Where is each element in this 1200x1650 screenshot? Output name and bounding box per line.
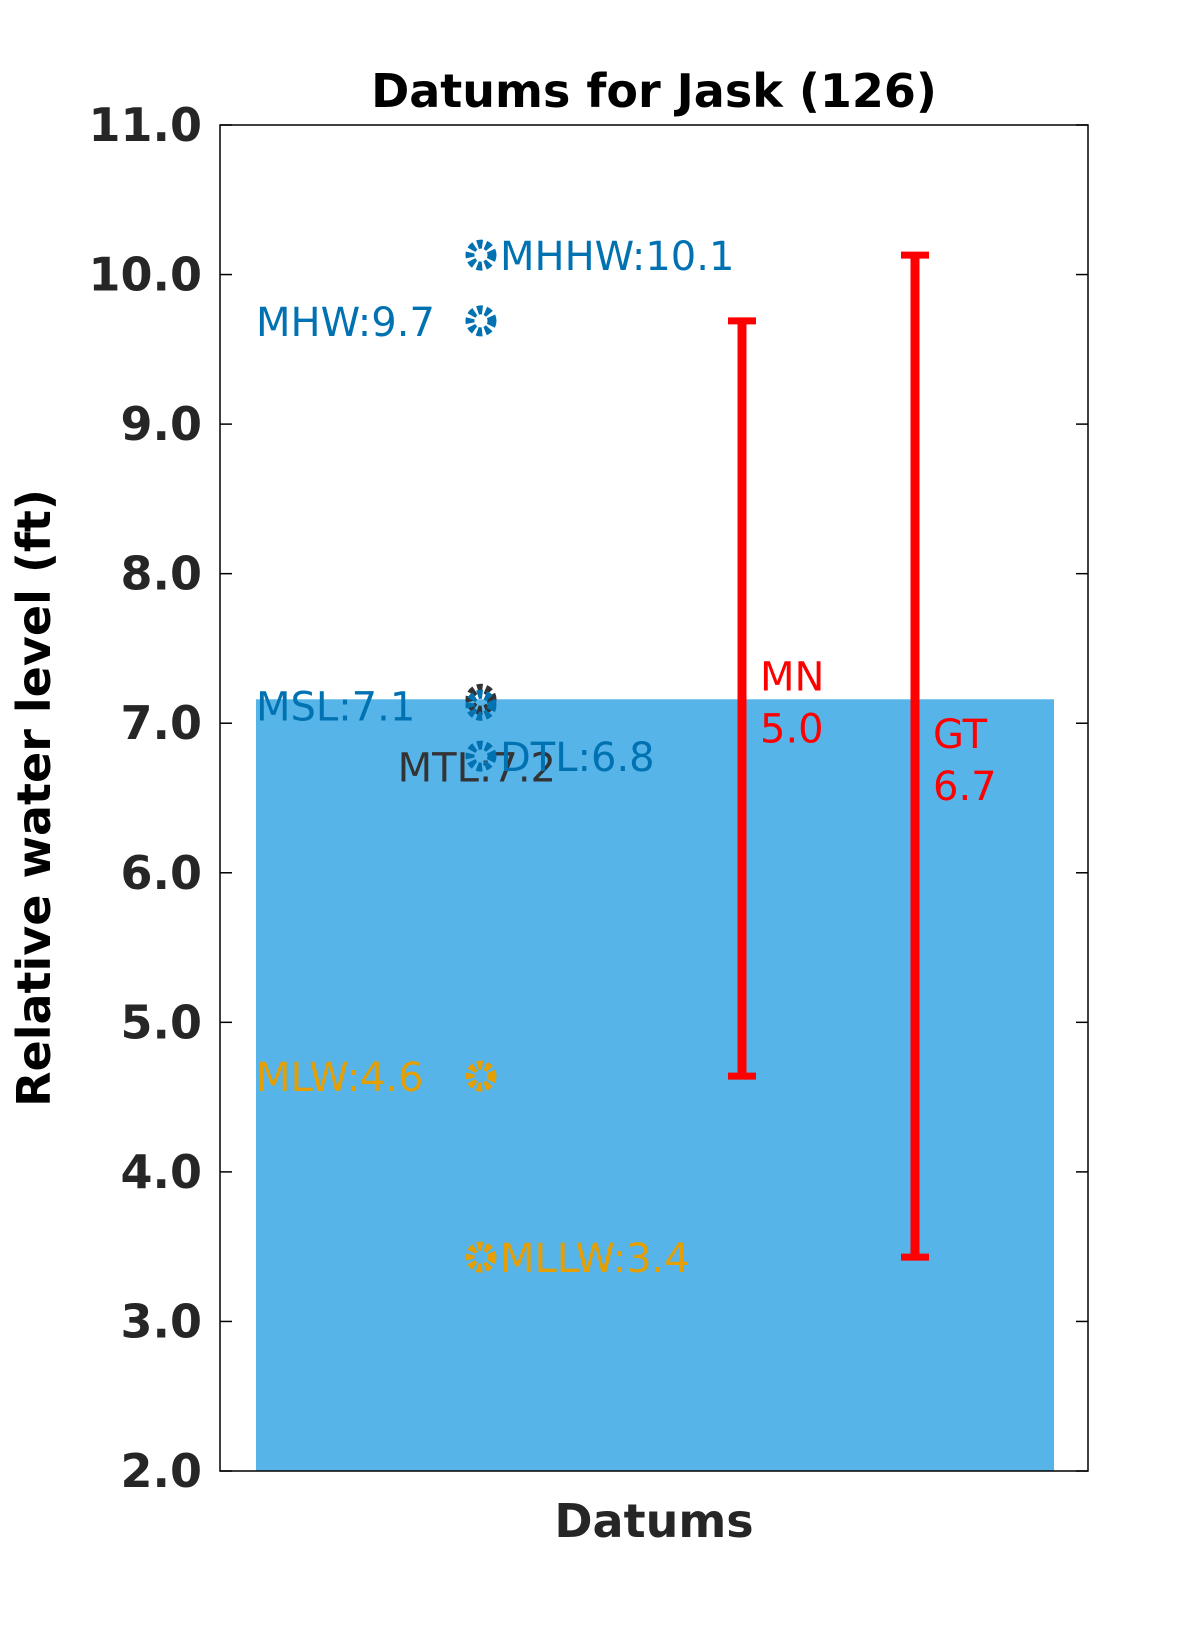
datum-label-mllw: MLLW:3.4 (500, 1236, 690, 1282)
range-value-mn: 5.0 (760, 707, 824, 753)
y-tick-label: 9.0 (121, 397, 203, 451)
datum-point-mlw (465, 1060, 497, 1092)
y-tick-label: 2.0 (121, 1444, 203, 1498)
x-axis-label: Datums (554, 1494, 753, 1548)
datum-point-mhhw (465, 239, 497, 271)
datum-point-mllw (465, 1241, 497, 1273)
fill-area (256, 699, 1054, 1471)
y-tick-label: 8.0 (121, 547, 203, 601)
y-tick-label: 5.0 (121, 995, 203, 1049)
y-tick-label: 7.0 (121, 696, 203, 750)
datum-point-msl (465, 689, 497, 721)
y-tick-label: 10.0 (89, 248, 203, 302)
datum-label-dtl: DTL:6.8 (500, 735, 655, 781)
datum-label-mlw: MLW:4.6 (256, 1055, 423, 1101)
y-tick-label: 3.0 (121, 1294, 203, 1348)
datum-point-dtl (465, 740, 497, 772)
range-label-gt: GT (933, 712, 988, 758)
range-bars: MN 5.0 GT 6.7 (728, 251, 997, 1261)
range-value-gt: 6.7 (933, 764, 997, 810)
plot-frame (219, 124, 1089, 1472)
y-axis: 2.0 3.0 4.0 5.0 6.0 7.0 8.0 9.0 10.0 11.0 (89, 98, 1088, 1498)
y-axis-label: Relative water level (ft) (7, 489, 61, 1107)
range-label-mn: MN (760, 655, 824, 701)
datum-label-mhw: MHW:9.7 (256, 300, 435, 346)
datum-points: MHHW:10.1MHW:9.7MTL:7.2MSL:7.1DTL:6.8MLW… (256, 234, 734, 1282)
y-tick-label: 11.0 (89, 98, 203, 152)
chart-title: Datums for Jask (126) (371, 64, 937, 118)
datum-label-msl: MSL:7.1 (256, 684, 415, 730)
y-tick-label: 6.0 (121, 846, 203, 900)
datum-label-mhhw: MHHW:10.1 (500, 234, 734, 280)
y-tick-label: 4.0 (121, 1145, 203, 1199)
datum-point-mhw (465, 305, 497, 337)
datum-point-mtl (465, 683, 497, 715)
